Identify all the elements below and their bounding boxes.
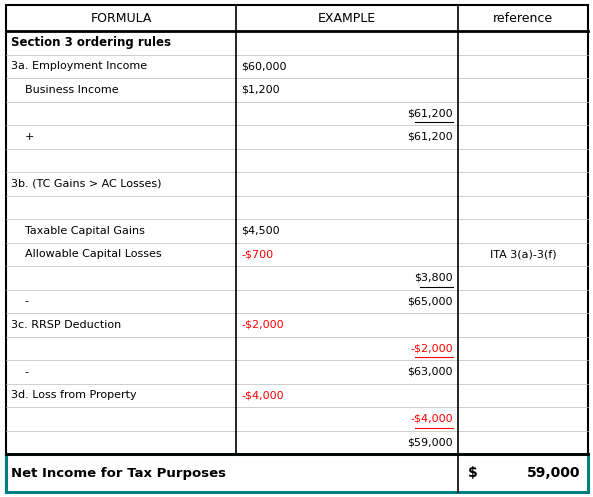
Text: Taxable Capital Gains: Taxable Capital Gains [11, 226, 145, 236]
Text: $4,500: $4,500 [241, 226, 280, 236]
Text: -$700: -$700 [241, 249, 273, 259]
Text: $1,200: $1,200 [241, 85, 280, 95]
Bar [6, 454, 588, 492]
Text: FORMULA: FORMULA [90, 11, 152, 24]
Text: reference: reference [493, 11, 553, 24]
Text: $60,000: $60,000 [241, 61, 286, 71]
Text: -$4,000: -$4,000 [241, 390, 283, 400]
Text: $63,000: $63,000 [407, 367, 453, 377]
Text: -$2,000: -$2,000 [410, 343, 453, 353]
Text: $3,800: $3,800 [415, 273, 453, 283]
Text: ITA 3(a)-3(f): ITA 3(a)-3(f) [490, 249, 556, 259]
Text: Net Income for Tax Purposes: Net Income for Tax Purposes [11, 467, 226, 480]
Text: $61,200: $61,200 [407, 132, 453, 142]
Text: -: - [11, 296, 29, 306]
Text: -$2,000: -$2,000 [241, 320, 283, 330]
Text: EXAMPLE: EXAMPLE [318, 11, 376, 24]
Text: 3d. Loss from Property: 3d. Loss from Property [11, 390, 136, 400]
Text: 3b. (TC Gains > AC Losses): 3b. (TC Gains > AC Losses) [11, 179, 161, 189]
Text: 3c. RRSP Deduction: 3c. RRSP Deduction [11, 320, 121, 330]
Text: $65,000: $65,000 [407, 296, 453, 306]
Text: $61,200: $61,200 [407, 108, 453, 118]
Text: $: $ [468, 466, 478, 480]
Text: Business Income: Business Income [11, 85, 119, 95]
Text: 59,000: 59,000 [527, 466, 580, 480]
Text: -: - [11, 367, 29, 377]
Text: +: + [11, 132, 34, 142]
Text: Section 3 ordering rules: Section 3 ordering rules [11, 36, 171, 49]
Text: $59,000: $59,000 [407, 437, 453, 447]
Text: Allowable Capital Losses: Allowable Capital Losses [11, 249, 162, 259]
Text: -$4,000: -$4,000 [410, 414, 453, 424]
Text: 3a. Employment Income: 3a. Employment Income [11, 61, 147, 71]
